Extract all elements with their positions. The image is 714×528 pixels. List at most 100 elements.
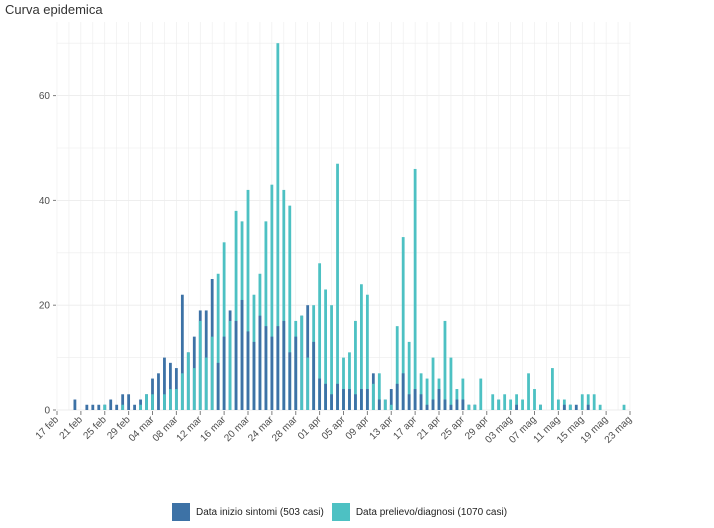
- y-tick-label: 40: [39, 196, 51, 207]
- bar-onset: [515, 404, 518, 410]
- bar-diagnosis: [431, 357, 435, 410]
- bar-onset: [431, 399, 435, 410]
- bar-diagnosis: [216, 273, 220, 410]
- bar-diagnosis: [461, 378, 465, 410]
- bar-diagnosis: [145, 394, 148, 410]
- bar-diagnosis: [121, 404, 125, 410]
- bar-onset: [324, 383, 327, 410]
- x-tick-label: 16 mar: [198, 414, 228, 444]
- bar-diagnosis: [288, 205, 292, 410]
- bar-diagnosis: [598, 404, 602, 410]
- bar-diagnosis: [204, 357, 208, 410]
- bar-onset: [330, 394, 333, 410]
- bar-onset: [133, 404, 136, 410]
- bar-diagnosis: [246, 189, 250, 410]
- bar-diagnosis: [503, 394, 507, 410]
- bar-onset: [246, 331, 250, 410]
- bar-onset: [574, 404, 578, 410]
- bar-onset: [389, 389, 393, 410]
- bar-diagnosis: [186, 352, 190, 410]
- bar-onset: [312, 341, 316, 410]
- x-tick-label: 17 apr: [391, 414, 419, 442]
- bar-diagnosis: [556, 399, 560, 410]
- chart-title: Curva epidemica: [5, 2, 103, 17]
- bar-diagnosis: [180, 373, 184, 410]
- bar-diagnosis: [222, 242, 226, 410]
- x-tick-label: 23 mag: [603, 414, 634, 445]
- legend-item-onset: Data inizio sintomi (503 casi): [172, 503, 324, 521]
- bar-diagnosis: [491, 394, 495, 410]
- x-tick-label: 12 mar: [175, 414, 205, 444]
- bar-onset: [85, 404, 89, 410]
- bar-diagnosis: [354, 320, 357, 410]
- bar-diagnosis: [568, 404, 572, 410]
- bar-diagnosis: [163, 394, 166, 410]
- bar-diagnosis: [539, 404, 542, 410]
- bar-onset: [109, 399, 113, 410]
- x-tick-label: 21 feb: [58, 414, 86, 442]
- y-tick-label: 0: [44, 406, 50, 417]
- bar-diagnosis: [592, 394, 596, 410]
- bar-diagnosis: [336, 163, 339, 410]
- bar-diagnosis: [467, 404, 471, 410]
- bar-onset: [413, 389, 417, 410]
- x-tick-label: 08 mar: [151, 414, 181, 444]
- legend: Data inizio sintomi (503 casi) Data prel…: [172, 503, 515, 521]
- bar-diagnosis: [533, 389, 536, 410]
- bar-onset: [407, 394, 411, 410]
- bar-onset: [377, 399, 381, 410]
- bar-onset: [169, 362, 172, 410]
- x-tick-label: 04 mar: [127, 414, 157, 444]
- x-tick-label: 20 mar: [222, 414, 252, 444]
- bar-diagnosis: [622, 404, 626, 410]
- x-tick-label: 05 apr: [320, 414, 348, 442]
- bar-onset: [562, 404, 566, 410]
- bar-diagnosis: [198, 320, 202, 410]
- bar-diagnosis: [192, 368, 196, 410]
- x-tick-label: 01 apr: [296, 414, 324, 442]
- bar-diagnosis: [318, 263, 322, 410]
- bar-onset: [115, 404, 119, 410]
- bar-onset: [216, 362, 220, 410]
- bar-diagnosis: [139, 404, 142, 410]
- bar-diagnosis: [174, 389, 178, 410]
- bar-onset: [73, 399, 77, 410]
- bar-diagnosis: [264, 221, 268, 410]
- bar-onset: [157, 373, 160, 410]
- bar-diagnosis: [360, 284, 363, 410]
- bar-diagnosis: [473, 404, 477, 410]
- bar-diagnosis: [377, 373, 381, 410]
- bar-diagnosis: [407, 341, 411, 410]
- bar-diagnosis: [389, 404, 393, 410]
- bar-onset: [264, 326, 268, 410]
- bar-onset: [127, 394, 131, 410]
- bar-diagnosis: [103, 404, 107, 410]
- bar-diagnosis: [509, 399, 513, 410]
- bar-diagnosis: [527, 373, 530, 410]
- bar-diagnosis: [348, 352, 351, 410]
- bar-diagnosis: [395, 326, 399, 410]
- bar-diagnosis: [586, 394, 590, 410]
- bar-diagnosis: [371, 383, 375, 410]
- bar-onset: [437, 389, 441, 410]
- legend-item-diagnosis: Data prelievo/diagnosi (1070 casi): [331, 503, 508, 521]
- bar-diagnosis: [479, 378, 483, 410]
- x-tick-label: 25 feb: [81, 414, 109, 442]
- legend-label-diagnosis: Data prelievo/diagnosi (1070 casi): [355, 506, 508, 518]
- bar-diagnosis: [365, 294, 369, 410]
- grid-layer: [56, 22, 631, 411]
- bar-diagnosis: [425, 378, 429, 410]
- bar-onset: [282, 320, 286, 410]
- bar-onset: [342, 389, 345, 410]
- bar-onset: [425, 404, 429, 410]
- bar-diagnosis: [497, 399, 501, 410]
- bar-onset: [252, 341, 256, 410]
- bars-layer: [73, 43, 626, 410]
- bar-onset: [294, 336, 298, 410]
- bar-onset: [419, 394, 423, 410]
- bar-diagnosis: [282, 189, 286, 410]
- bar-diagnosis: [551, 368, 554, 410]
- bar-onset: [401, 373, 405, 410]
- bar-onset: [180, 294, 184, 410]
